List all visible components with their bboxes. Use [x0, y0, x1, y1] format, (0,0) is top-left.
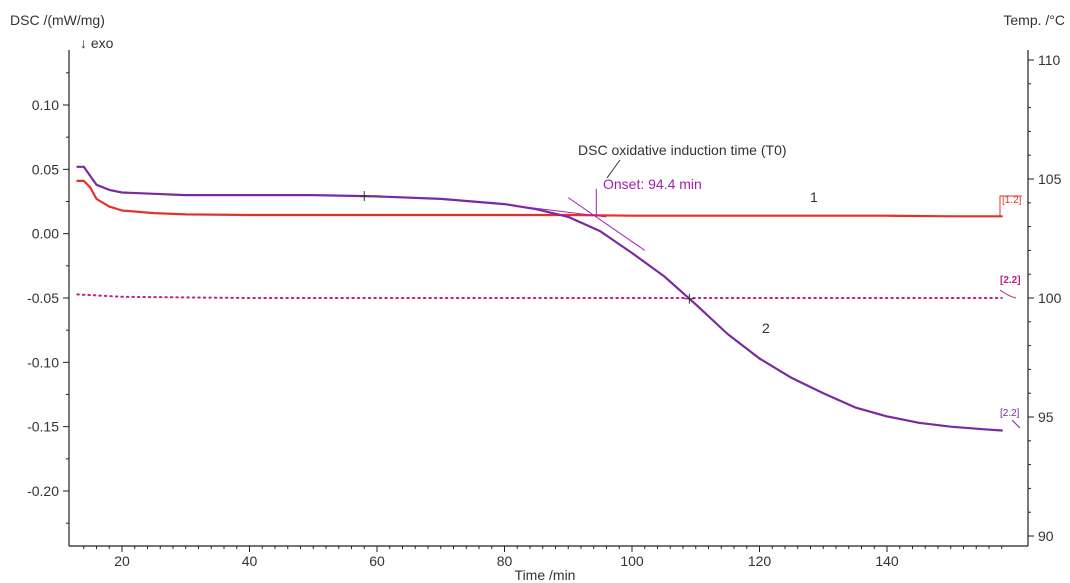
x-tick-label: 100 [620, 553, 644, 569]
x-ticks-group: 20 40 60 80 100 120 140 [83, 546, 1003, 569]
left-tick-label: 0.10 [32, 97, 59, 113]
onset-label: Onset: 94.4 min [603, 176, 702, 192]
x-tick-label: 80 [497, 553, 513, 569]
right-tick-label: 90 [1038, 528, 1054, 544]
right-ticks-group: 110 105 100 95 90 [1028, 52, 1062, 544]
series-group [76, 165, 1003, 432]
end-label-red: [1.2] [1002, 195, 1022, 206]
x-tick-label: 20 [114, 553, 130, 569]
slope-tangent [567, 197, 646, 251]
curve-1-label: 1 [810, 189, 818, 205]
right-tick-label: 110 [1038, 52, 1061, 68]
annotations-group [359, 159, 1022, 429]
series-line-1 [76, 179, 1003, 218]
left-tick-label: -0.15 [27, 419, 59, 435]
left-tick-label: -0.20 [27, 483, 59, 499]
left-tick-label: 0.00 [32, 226, 59, 242]
left-axis-subtitle: ↓ exo [80, 35, 114, 51]
right-tick-label: 100 [1038, 290, 1062, 306]
end-connector-purple [1011, 419, 1021, 429]
left-tick-label: 0.05 [32, 161, 59, 177]
curve-2-label: 2 [762, 320, 770, 336]
end-label-temp: [2.2] [1000, 275, 1021, 286]
x-tick-label: 120 [748, 553, 772, 569]
right-axis-title: Temp. /°C [1003, 12, 1065, 28]
induction-time-label: DSC oxidative induction time (T0) [578, 142, 787, 158]
left-axis-title: DSC /(mW/mg) [10, 12, 105, 28]
induction-leader [606, 159, 621, 179]
end-connector-temp [999, 289, 1017, 299]
left-tick-label: -0.10 [27, 354, 59, 370]
left-tick-label: -0.05 [27, 290, 59, 306]
x-tick-label: 40 [242, 553, 258, 569]
end-connector-red [998, 195, 1022, 217]
x-axis-title: Time /min [515, 567, 576, 583]
axes-group [68, 50, 1029, 547]
series-line-2 [76, 165, 1003, 432]
right-tick-label: 95 [1038, 409, 1054, 425]
baseline-tangent [517, 205, 607, 218]
series-line-3 [76, 293, 1003, 299]
x-tick-label: 140 [875, 553, 899, 569]
x-tick-label: 60 [369, 553, 385, 569]
left-ticks-group: 0.10 0.05 0.00 -0.05 -0.10 -0.15 -0.20 [27, 72, 69, 524]
end-label-purple: [2.2] [1000, 408, 1020, 419]
right-tick-label: 105 [1038, 171, 1062, 187]
